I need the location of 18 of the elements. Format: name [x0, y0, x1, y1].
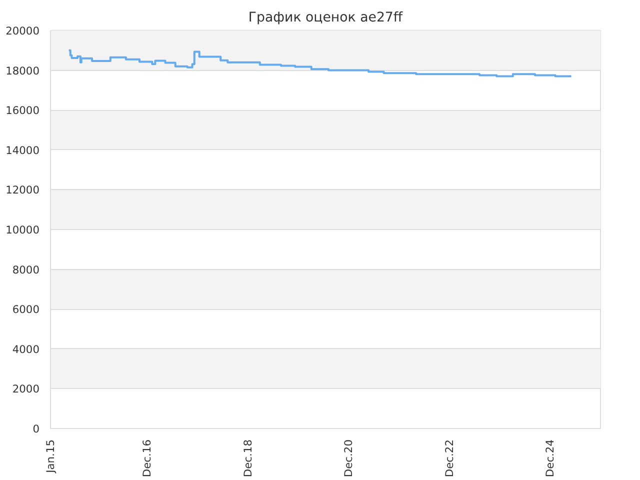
y-tick-label: 8000 [12, 263, 40, 276]
chart-title: График оценок ae27ff [248, 10, 404, 26]
x-tick-label: Dec.20 [342, 439, 356, 478]
y-tick-label: 10000 [6, 224, 40, 236]
x-tick-label: Dec.24 [544, 439, 557, 478]
x-tick-label: Dec.22 [442, 439, 456, 478]
y-tick-label: 2000 [12, 382, 40, 396]
y-tick-label: 16000 [6, 104, 40, 118]
x-tick-label: Dec.18 [241, 439, 254, 478]
y-tick-label: 14000 [6, 144, 40, 157]
x-tick-label: Jan.15 [44, 440, 57, 474]
x-tick-label: Dec.16 [140, 439, 154, 478]
y-tick-label: 18000 [6, 64, 40, 78]
y-tick-label: 6000 [12, 303, 40, 316]
y-tick-label: 4000 [12, 342, 40, 356]
y-tick-label: 12000 [6, 184, 40, 197]
y-tick-label: 20000 [6, 24, 40, 38]
y-tick-label: 0 [32, 422, 40, 436]
